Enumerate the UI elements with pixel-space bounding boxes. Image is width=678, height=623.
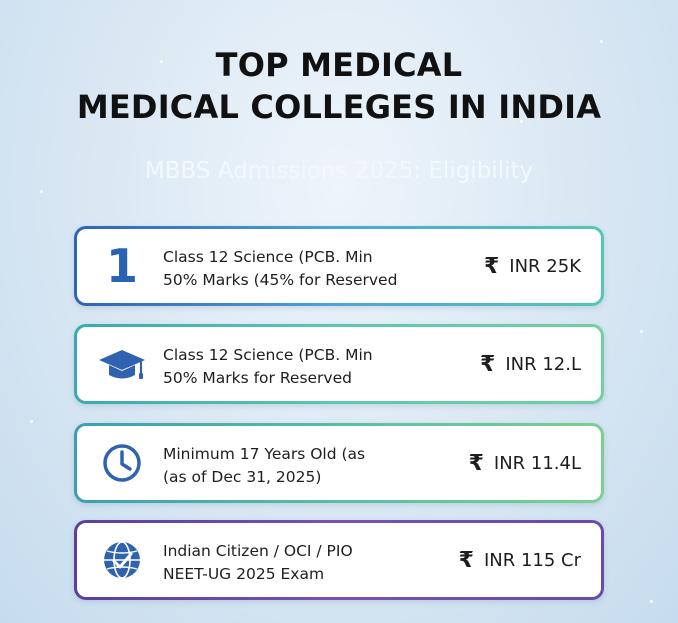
price-value: INR 115 Cr — [483, 549, 581, 571]
card-price: ₹ INR 11.4L — [469, 426, 581, 500]
card-price: ₹ INR 25K — [484, 229, 581, 303]
eligibility-card-academic: 1 Class 12 Science (PCB. Min 50% Marks (… — [74, 226, 604, 306]
card-line-2: (as of Dec 31, 2025) — [163, 468, 322, 486]
graduation-cap-icon — [91, 327, 153, 401]
price-value: INR 25K — [509, 255, 581, 277]
sparkle-decoration — [160, 60, 163, 63]
sparkle-decoration — [520, 120, 523, 123]
page-title: TOP MEDICAL MEDICAL COLLEGES IN INDIA — [0, 44, 678, 128]
sparkle-decoration — [640, 330, 643, 333]
rupee-icon: ₹ — [480, 351, 496, 377]
card-price: ₹ INR 12.L — [480, 327, 581, 401]
card-description: Class 12 Science (PCB. Min 50% Marks (45… — [163, 246, 463, 292]
globe-check-icon — [91, 523, 153, 597]
number-badge: 1 — [91, 229, 153, 303]
card-line-2: 50% Marks (45% for Reserved — [163, 271, 398, 289]
sparkle-decoration — [40, 190, 43, 193]
card-price: ₹ INR 115 Cr — [459, 523, 581, 597]
card-line-2: 50% Marks for Reserved — [163, 369, 352, 387]
rupee-icon: ₹ — [483, 253, 500, 279]
clock-icon — [91, 426, 153, 500]
card-line-1: Indian Citizen / OCI / PIO — [163, 542, 353, 560]
rupee-icon: ₹ — [458, 547, 474, 573]
eligibility-card-marks: Class 12 Science (PCB. Min 50% Marks for… — [74, 324, 604, 404]
card-line-1: Class 12 Science (PCB. Min — [163, 346, 373, 364]
sparkle-decoration — [30, 420, 33, 423]
card-description: Indian Citizen / OCI / PIO NEET-UG 2025 … — [163, 540, 463, 586]
title-line-2: MEDICAL COLLEGES IN INDIA — [76, 88, 602, 126]
sparkle-decoration — [650, 600, 653, 603]
card-line-1: Minimum 17 Years Old (as — [163, 445, 366, 463]
title-line-1: TOP MEDICAL — [215, 46, 463, 84]
card-description: Minimum 17 Years Old (as (as of Dec 31, … — [163, 443, 463, 489]
eligibility-card-age: Minimum 17 Years Old (as (as of Dec 31, … — [74, 423, 604, 503]
price-value: INR 11.4L — [493, 452, 581, 474]
rupee-icon: ₹ — [468, 450, 484, 476]
sparkle-decoration — [600, 40, 603, 43]
card-line-1: Class 12 Science (PCB. Min — [163, 248, 373, 266]
card-line-2: NEET-UG 2025 Exam — [163, 565, 325, 583]
eligibility-card-citizenship: Indian Citizen / OCI / PIO NEET-UG 2025 … — [74, 520, 604, 600]
card-description: Class 12 Science (PCB. Min 50% Marks for… — [163, 344, 463, 390]
number-badge-text: 1 — [105, 239, 138, 293]
page-subtitle: MBBS Admissions 2025: Eligibility — [144, 158, 534, 184]
price-value: INR 12.L — [505, 353, 581, 375]
